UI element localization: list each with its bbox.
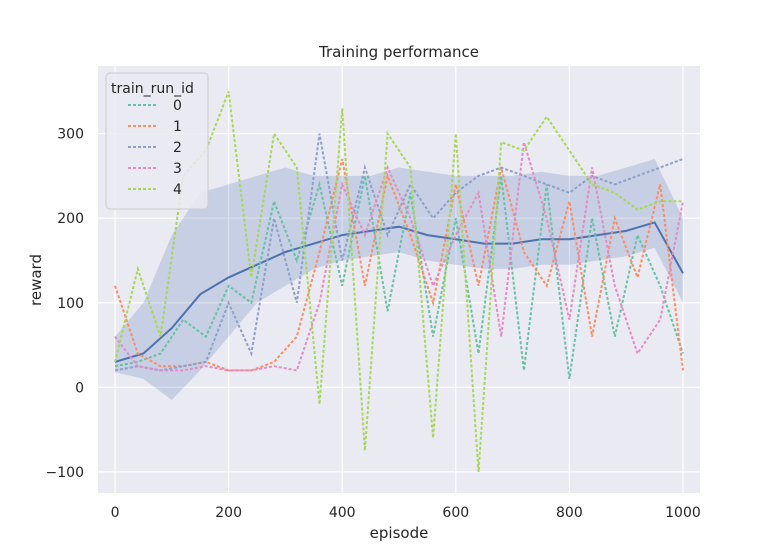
x-tick-label: 600 xyxy=(442,505,469,521)
series-lines xyxy=(114,91,684,472)
legend-label-3: 3 xyxy=(173,161,182,177)
series-line-1 xyxy=(114,158,684,372)
legend-label-4: 4 xyxy=(173,182,182,198)
legend-label-2: 2 xyxy=(173,140,182,156)
x-tick-label: 1000 xyxy=(665,505,701,521)
legend-title: train_run_id xyxy=(111,81,194,97)
x-tick-label: 400 xyxy=(329,505,356,521)
axes: 0 200 400 600 800 1000 −100 0 100 200 300 xyxy=(46,127,701,521)
mean-line xyxy=(114,221,684,363)
y-tick-label: 300 xyxy=(57,127,84,143)
series-line-0 xyxy=(114,175,684,380)
mean-confidence-band xyxy=(115,159,683,400)
x-tick-label: 0 xyxy=(111,505,120,521)
chart-title: Training performance xyxy=(318,43,479,61)
legend-box xyxy=(105,72,209,210)
series-line-2 xyxy=(114,133,684,372)
series-line-3 xyxy=(114,141,684,372)
y-axis-label: reward xyxy=(27,254,45,306)
y-tick-label: −100 xyxy=(46,465,84,481)
confidence-band xyxy=(114,159,684,400)
y-tick-label: 200 xyxy=(57,211,84,227)
x-axis-label: episode xyxy=(370,524,429,542)
x-tick-label: 800 xyxy=(556,505,583,521)
x-tick-label: 200 xyxy=(215,505,242,521)
y-tick-label: 100 xyxy=(57,296,84,312)
grid xyxy=(98,66,700,493)
y-tick-label: 0 xyxy=(75,380,84,396)
series-line-4 xyxy=(114,91,683,472)
legend-label-0: 0 xyxy=(173,98,182,114)
legend-label-1: 1 xyxy=(173,119,182,135)
legend: train_run_id0 1 2 3 4 xyxy=(105,72,209,210)
